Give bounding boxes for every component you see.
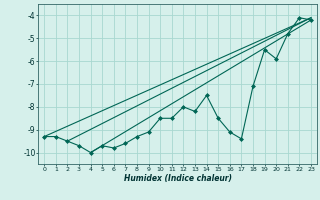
X-axis label: Humidex (Indice chaleur): Humidex (Indice chaleur) <box>124 174 232 183</box>
